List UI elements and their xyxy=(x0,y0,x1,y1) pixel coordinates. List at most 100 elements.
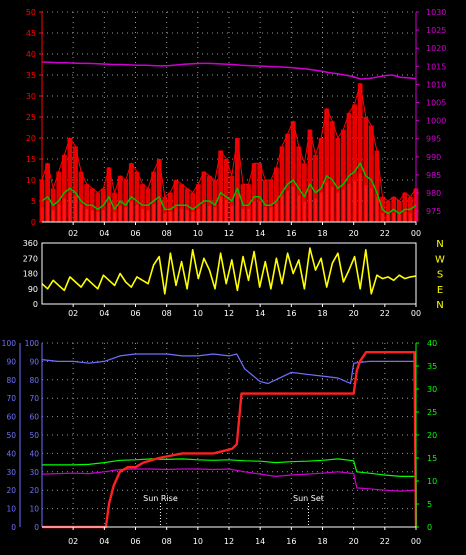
x-tick-label: 08 xyxy=(162,229,172,238)
barometer-tick-label: 1020 xyxy=(426,44,446,53)
barometer-tick-label: 995 xyxy=(426,135,441,144)
x-tick-label: 10 xyxy=(193,229,203,238)
humidity-tick-label: 0 xyxy=(34,523,39,532)
wind-bar xyxy=(352,104,357,222)
x-tick-label: 02 xyxy=(68,537,78,546)
temperature-tick-label: 0 xyxy=(427,523,432,532)
barometer-tick-label: 1015 xyxy=(426,62,446,71)
x-tick-label: 08 xyxy=(162,309,172,318)
humidity-tick-label: 100 xyxy=(25,339,40,348)
windspeed-series xyxy=(39,82,419,223)
humidity-tick-label: 10 xyxy=(6,505,16,514)
x-tick-label: 06 xyxy=(130,537,140,546)
wind-bar xyxy=(251,163,257,222)
x-tick-label: 06 xyxy=(130,309,140,318)
temperature-tick-label: 5 xyxy=(427,500,432,509)
wind-bar xyxy=(56,171,62,222)
wind-bar xyxy=(207,175,212,222)
barometer-tick-label: 1025 xyxy=(426,26,446,35)
x-tick-label: 12 xyxy=(224,537,234,546)
sun-annotation: Sun Set xyxy=(293,494,324,503)
wind-bar xyxy=(179,184,184,222)
compass-label: E xyxy=(437,285,443,296)
wind-bar xyxy=(307,129,313,222)
wind-bar xyxy=(167,192,173,222)
x-tick-label: 06 xyxy=(130,229,140,238)
wind-bar xyxy=(67,138,73,222)
wind-bar xyxy=(262,180,268,222)
wind-bar xyxy=(324,108,330,222)
temperature-tick-label: 20 xyxy=(427,431,437,440)
direction-tick-label: 0 xyxy=(33,300,38,309)
wind-bar xyxy=(402,192,408,222)
temperature-tick-label: 10 xyxy=(427,477,437,486)
wind-bar xyxy=(45,163,50,222)
x-tick-label: 14 xyxy=(255,309,265,318)
windspeed-line xyxy=(41,82,417,202)
sun-annotation: Sun Rise xyxy=(143,494,178,503)
direction-line xyxy=(41,247,417,295)
humidity-tick-label: 90 xyxy=(29,357,39,366)
wind-bar xyxy=(246,184,251,222)
wind-bar xyxy=(290,121,296,222)
barometer-tick-label: 975 xyxy=(426,207,441,216)
wind-bar xyxy=(357,83,363,223)
barometer-line xyxy=(41,61,417,80)
barometer-tick-label: 1005 xyxy=(426,99,446,108)
humidity-tick-label: 50 xyxy=(6,431,16,440)
wind-bar xyxy=(117,175,123,222)
temperature-tick-label: 15 xyxy=(427,454,437,463)
humidity-line xyxy=(41,353,416,385)
direction-tick-label: 270 xyxy=(23,254,38,263)
compass-label: S xyxy=(437,270,443,281)
humidity-tick-label: 40 xyxy=(29,449,39,458)
wind-bar xyxy=(212,180,218,222)
barometer-tick-label: 1000 xyxy=(426,117,446,126)
wind-bar xyxy=(385,201,391,222)
wind-average-line xyxy=(41,162,417,215)
x-tick-label: 04 xyxy=(99,309,109,318)
wind-tick-label: 20 xyxy=(26,134,36,143)
x-tick-label: 00 xyxy=(411,229,421,238)
wind-bar xyxy=(318,138,324,222)
humidity-tick-label: 20 xyxy=(6,486,16,495)
compass-label: N xyxy=(436,300,443,311)
x-tick-label: 02 xyxy=(68,309,78,318)
wind-bar xyxy=(201,171,207,222)
temperature-line xyxy=(42,458,416,477)
wind-bar xyxy=(223,159,229,222)
x-tick-label: 22 xyxy=(380,229,390,238)
x-tick-label: 02 xyxy=(68,229,78,238)
wind-tick-label: 15 xyxy=(26,155,36,164)
temperature-axis-label: Temperature (°C) xyxy=(311,322,398,333)
wind-axes: 0510152025303540455097598098599099510001… xyxy=(26,8,447,238)
wind-bar xyxy=(396,201,402,222)
humidity-tick-label: 80 xyxy=(29,376,39,385)
humidity-tick-label: 10 xyxy=(29,505,39,514)
x-tick-label: 22 xyxy=(380,537,390,546)
wind-bar xyxy=(279,146,285,222)
x-tick-label: 10 xyxy=(193,537,203,546)
humidity-tick-label: 70 xyxy=(6,394,16,403)
wind-bar xyxy=(140,184,145,222)
wind-bar xyxy=(285,133,291,222)
x-tick-label: 16 xyxy=(286,537,296,546)
wind-tick-label: 50 xyxy=(26,8,36,17)
graph-title: 24 hour graph data - 29 November 2008 xyxy=(172,1,375,12)
dewpoint-axis-label: Dew Point (°C) xyxy=(393,322,466,333)
humidity-tick-label: 50 xyxy=(29,431,39,440)
wind-bar xyxy=(296,146,302,222)
wind-tick-label: 35 xyxy=(26,71,36,80)
temperature-tick-label: 40 xyxy=(427,339,437,348)
x-tick-label: 16 xyxy=(286,229,296,238)
wind-bar xyxy=(341,129,346,222)
direction-tick-label: 180 xyxy=(23,270,38,279)
x-tick-label: 18 xyxy=(317,229,327,238)
direction-tick-label: 90 xyxy=(28,285,38,294)
barometer-tick-label: 985 xyxy=(426,171,441,180)
wind-bar xyxy=(128,163,134,222)
direction-tick-label: 360 xyxy=(23,239,38,248)
wind-bar xyxy=(229,175,235,222)
x-tick-label: 14 xyxy=(255,537,265,546)
